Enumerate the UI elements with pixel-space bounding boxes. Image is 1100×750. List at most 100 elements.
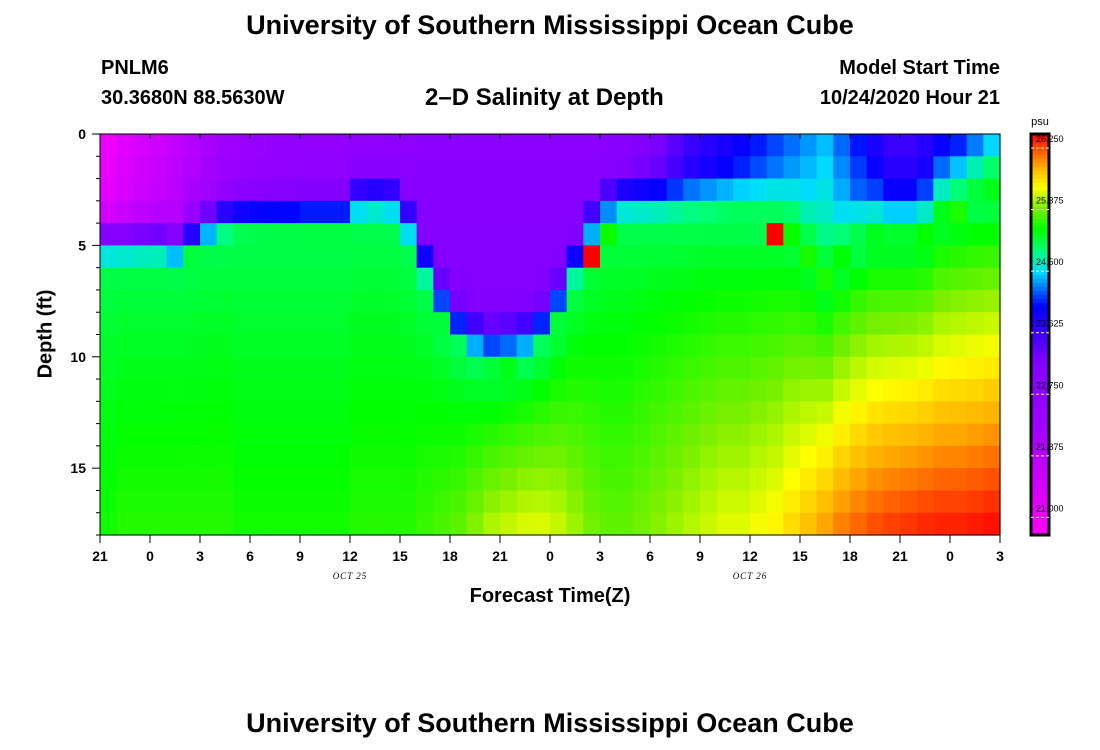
heatmap-cell	[666, 156, 684, 180]
heatmap-cell	[916, 356, 934, 380]
heatmap-cell	[266, 423, 284, 447]
heatmap-cell	[800, 423, 818, 447]
heatmap-cell	[300, 490, 318, 514]
heatmap-cell	[383, 512, 401, 536]
heatmap-cell	[616, 156, 634, 180]
heatmap-cell	[716, 356, 734, 380]
heatmap-cell	[966, 200, 984, 224]
heatmap-cell	[283, 490, 301, 514]
heatmap-cell	[300, 223, 318, 246]
model-start-label: Model Start Time	[839, 57, 1000, 79]
heatmap-cell	[750, 312, 768, 336]
heatmap-cell	[166, 312, 184, 336]
heatmap-cell	[866, 267, 884, 291]
heatmap-cell	[483, 156, 501, 180]
heatmap-cell	[666, 468, 684, 492]
heatmap-cell	[950, 134, 968, 157]
heatmap-cell	[566, 245, 584, 269]
heatmap-cell	[250, 312, 268, 336]
heatmap-cell	[383, 223, 401, 246]
heatmap-cell	[250, 423, 268, 447]
heatmap-cell	[766, 267, 784, 291]
heatmap-cell	[816, 379, 834, 402]
heatmap-cell	[850, 379, 868, 402]
colorbar-step	[1031, 458, 1049, 464]
heatmap-cell	[300, 423, 318, 447]
colorbar-step	[1031, 506, 1049, 512]
heatmap-cell	[550, 468, 568, 492]
heatmap-cell	[816, 223, 834, 246]
heatmap-cell	[800, 223, 818, 246]
heatmap-cell	[500, 200, 518, 224]
heatmap-cell	[733, 156, 751, 180]
heatmap-cell	[150, 468, 168, 492]
heatmap-cell	[350, 245, 368, 269]
heatmap-cell	[900, 334, 918, 358]
heatmap-cell	[783, 156, 801, 180]
heatmap-cell	[383, 200, 401, 224]
heatmap-cell	[616, 289, 634, 313]
heatmap-cell	[983, 156, 1001, 180]
colorbar-step	[1031, 230, 1049, 235]
heatmap-cell	[100, 379, 118, 402]
heatmap-cell	[116, 223, 134, 246]
heatmap-cell	[983, 468, 1001, 492]
heatmap-cell	[900, 379, 918, 402]
heatmap-cell	[400, 267, 418, 291]
heatmap-cell	[183, 490, 201, 514]
heatmap-cell	[850, 356, 868, 380]
heatmap-cell	[966, 468, 984, 492]
heatmap-cell	[500, 401, 518, 425]
heatmap-cell	[183, 312, 201, 336]
heatmap-cell	[450, 334, 468, 358]
heatmap-cell	[433, 468, 451, 492]
heatmap-cell	[616, 245, 634, 269]
heatmap-cell	[733, 200, 751, 224]
heatmap-cell	[516, 423, 534, 447]
heatmap-cell	[766, 445, 784, 469]
x-tick-label: 15	[792, 548, 808, 564]
heatmap-cell	[416, 223, 434, 246]
heatmap-cell	[200, 178, 218, 202]
heatmap-cell	[283, 134, 301, 157]
heatmap-cell	[316, 334, 334, 358]
heatmap-cell	[683, 468, 701, 492]
heatmap-cell	[116, 334, 134, 358]
heatmap-cell	[300, 178, 318, 202]
heatmap-cell	[400, 178, 418, 202]
heatmap-cell	[116, 445, 134, 469]
heatmap-cell	[766, 401, 784, 425]
heatmap-cell	[800, 490, 818, 514]
heatmap-cell	[700, 200, 718, 224]
heatmap-cell	[133, 267, 151, 291]
heatmap-cell	[316, 200, 334, 224]
heatmap-cell	[916, 312, 934, 336]
heatmap-cell	[300, 379, 318, 402]
colorbar-step	[1031, 318, 1049, 324]
heatmap-cell	[716, 223, 734, 246]
heatmap-cell	[783, 312, 801, 336]
heatmap-cell	[600, 445, 618, 469]
colorbar-step	[1031, 150, 1049, 155]
heatmap-cell	[183, 245, 201, 269]
heatmap-cell	[350, 223, 368, 246]
heatmap-cell	[366, 289, 384, 313]
heatmap-cell	[333, 156, 351, 180]
x-tick-label: 3	[996, 548, 1004, 564]
heatmap-cell	[633, 245, 651, 269]
heatmap-cell	[633, 334, 651, 358]
colorbar-step	[1031, 370, 1049, 376]
heatmap-cell	[566, 490, 584, 514]
heatmap-cell	[166, 468, 184, 492]
heatmap-cell	[550, 245, 568, 269]
heatmap-cell	[750, 401, 768, 425]
y-tick-label: 0	[78, 126, 86, 142]
heatmap-cell	[966, 334, 984, 358]
heatmap-cell	[800, 134, 818, 157]
heatmap-cell	[550, 512, 568, 536]
heatmap-cell	[716, 156, 734, 180]
heatmap-cell	[483, 490, 501, 514]
heatmap-cell	[766, 356, 784, 380]
colorbar-step	[1031, 314, 1049, 320]
y-tick-label: 5	[78, 237, 86, 253]
